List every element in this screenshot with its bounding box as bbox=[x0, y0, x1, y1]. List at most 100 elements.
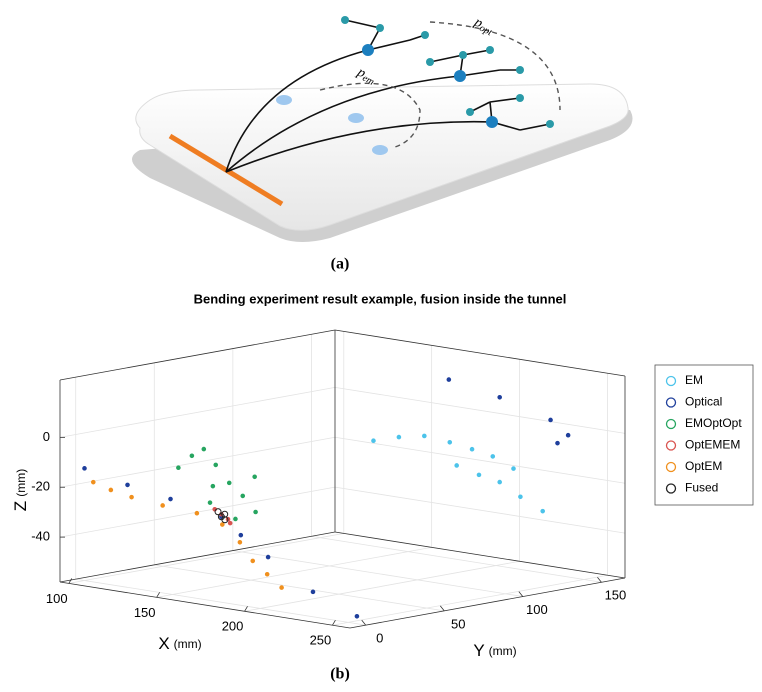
legend-box bbox=[654, 364, 754, 506]
caption: (a) bbox=[331, 256, 350, 273]
legend-label: EM bbox=[685, 373, 703, 387]
data-point bbox=[129, 494, 134, 500]
legend-label: OptEM bbox=[685, 459, 722, 473]
z-tick-label: 0 bbox=[43, 429, 50, 444]
grid-line bbox=[68, 331, 345, 584]
z-axis-name: Z bbox=[11, 501, 30, 511]
tick-mark bbox=[597, 577, 602, 583]
grid-line bbox=[59, 486, 626, 538]
data-point bbox=[548, 417, 553, 423]
legend-marker bbox=[665, 461, 677, 473]
data-point bbox=[371, 438, 376, 444]
box-edge bbox=[59, 581, 351, 629]
data-point bbox=[540, 508, 546, 514]
data-point bbox=[168, 496, 173, 502]
grid-line bbox=[75, 377, 366, 626]
grid-line bbox=[153, 362, 445, 612]
data-point bbox=[279, 585, 284, 590]
data-point bbox=[201, 446, 207, 452]
data-point bbox=[253, 509, 258, 515]
data-point bbox=[265, 554, 271, 560]
legend-label: Optical bbox=[685, 395, 722, 409]
tick-mark bbox=[156, 592, 161, 598]
z-axis-label: Z (mm) bbox=[11, 469, 30, 511]
y-axis-label: Y (mm) bbox=[473, 641, 516, 660]
curves bbox=[225, 19, 551, 173]
data-point bbox=[476, 472, 482, 478]
box-edge bbox=[59, 329, 336, 381]
z-tick-label: -20 bbox=[31, 479, 50, 494]
chart-title: Bending experiment result example, fusio… bbox=[194, 291, 567, 306]
data-point bbox=[511, 466, 516, 471]
tick-mark bbox=[244, 606, 248, 612]
box-edge bbox=[334, 531, 626, 579]
data-point bbox=[220, 522, 225, 527]
label-pem: pem bbox=[353, 65, 378, 88]
data-point bbox=[176, 465, 181, 470]
data-point bbox=[194, 510, 200, 516]
legend-marker bbox=[665, 483, 677, 494]
data-point bbox=[240, 493, 246, 499]
data-point bbox=[422, 433, 427, 439]
diagram-a: popt pem (a) bbox=[132, 15, 633, 273]
tick-mark bbox=[439, 605, 445, 612]
data-point bbox=[497, 479, 502, 485]
joints bbox=[362, 44, 498, 128]
grid-line bbox=[59, 386, 626, 438]
data-point bbox=[226, 480, 232, 486]
data-point bbox=[125, 482, 130, 488]
data-point bbox=[396, 434, 402, 440]
arrows bbox=[319, 21, 561, 149]
data-point bbox=[454, 463, 459, 468]
data-point bbox=[310, 589, 316, 595]
x-tick-label: 150 bbox=[134, 605, 156, 620]
mid-nodes bbox=[276, 95, 388, 155]
data-point bbox=[518, 494, 523, 500]
box-edge bbox=[349, 577, 626, 629]
z-tick-label: -40 bbox=[31, 529, 50, 544]
data-point bbox=[214, 508, 222, 516]
box-edge bbox=[334, 329, 626, 377]
x-axis-label: X (mm) bbox=[158, 634, 201, 653]
y-tick-label: 150 bbox=[605, 588, 627, 603]
legend-marker bbox=[665, 418, 677, 430]
legend-marker bbox=[665, 375, 677, 387]
data-point bbox=[82, 466, 87, 471]
box-edge bbox=[59, 531, 336, 583]
data-point bbox=[555, 440, 560, 446]
y-tick-label: 50 bbox=[451, 616, 465, 631]
data-point bbox=[210, 483, 216, 489]
z-axis-unit: (mm) bbox=[14, 469, 28, 497]
tick-mark bbox=[361, 619, 367, 626]
tick-mark bbox=[68, 578, 73, 584]
grid-line bbox=[311, 334, 602, 583]
x-tick-label: 250 bbox=[310, 633, 332, 648]
y-axis-unit: (mm) bbox=[489, 644, 517, 658]
label-popt: popt bbox=[470, 15, 496, 39]
data-point bbox=[447, 439, 453, 445]
x-axis-unit: (mm) bbox=[174, 637, 202, 651]
data-point bbox=[264, 571, 270, 577]
data-point bbox=[108, 487, 114, 493]
data-point bbox=[237, 539, 243, 545]
legend-marker bbox=[665, 397, 677, 408]
legend-label: EMOptOpt bbox=[685, 416, 742, 430]
tips bbox=[341, 16, 554, 128]
y-tick-label: 100 bbox=[526, 602, 548, 617]
legend-label: Fused bbox=[685, 481, 718, 495]
y-tick-label: 0 bbox=[376, 631, 383, 646]
data-point bbox=[469, 446, 475, 452]
data-point bbox=[354, 613, 360, 619]
data-point bbox=[252, 474, 257, 480]
grid-line bbox=[232, 348, 523, 597]
x-tick-label: 100 bbox=[46, 591, 68, 606]
data-point bbox=[490, 454, 496, 459]
x-tick-label: 200 bbox=[222, 619, 244, 634]
data-point bbox=[446, 377, 452, 382]
y-axis-name: Y bbox=[473, 641, 484, 660]
tick-mark bbox=[332, 620, 336, 626]
data-point bbox=[221, 516, 229, 524]
data-point bbox=[189, 453, 195, 459]
